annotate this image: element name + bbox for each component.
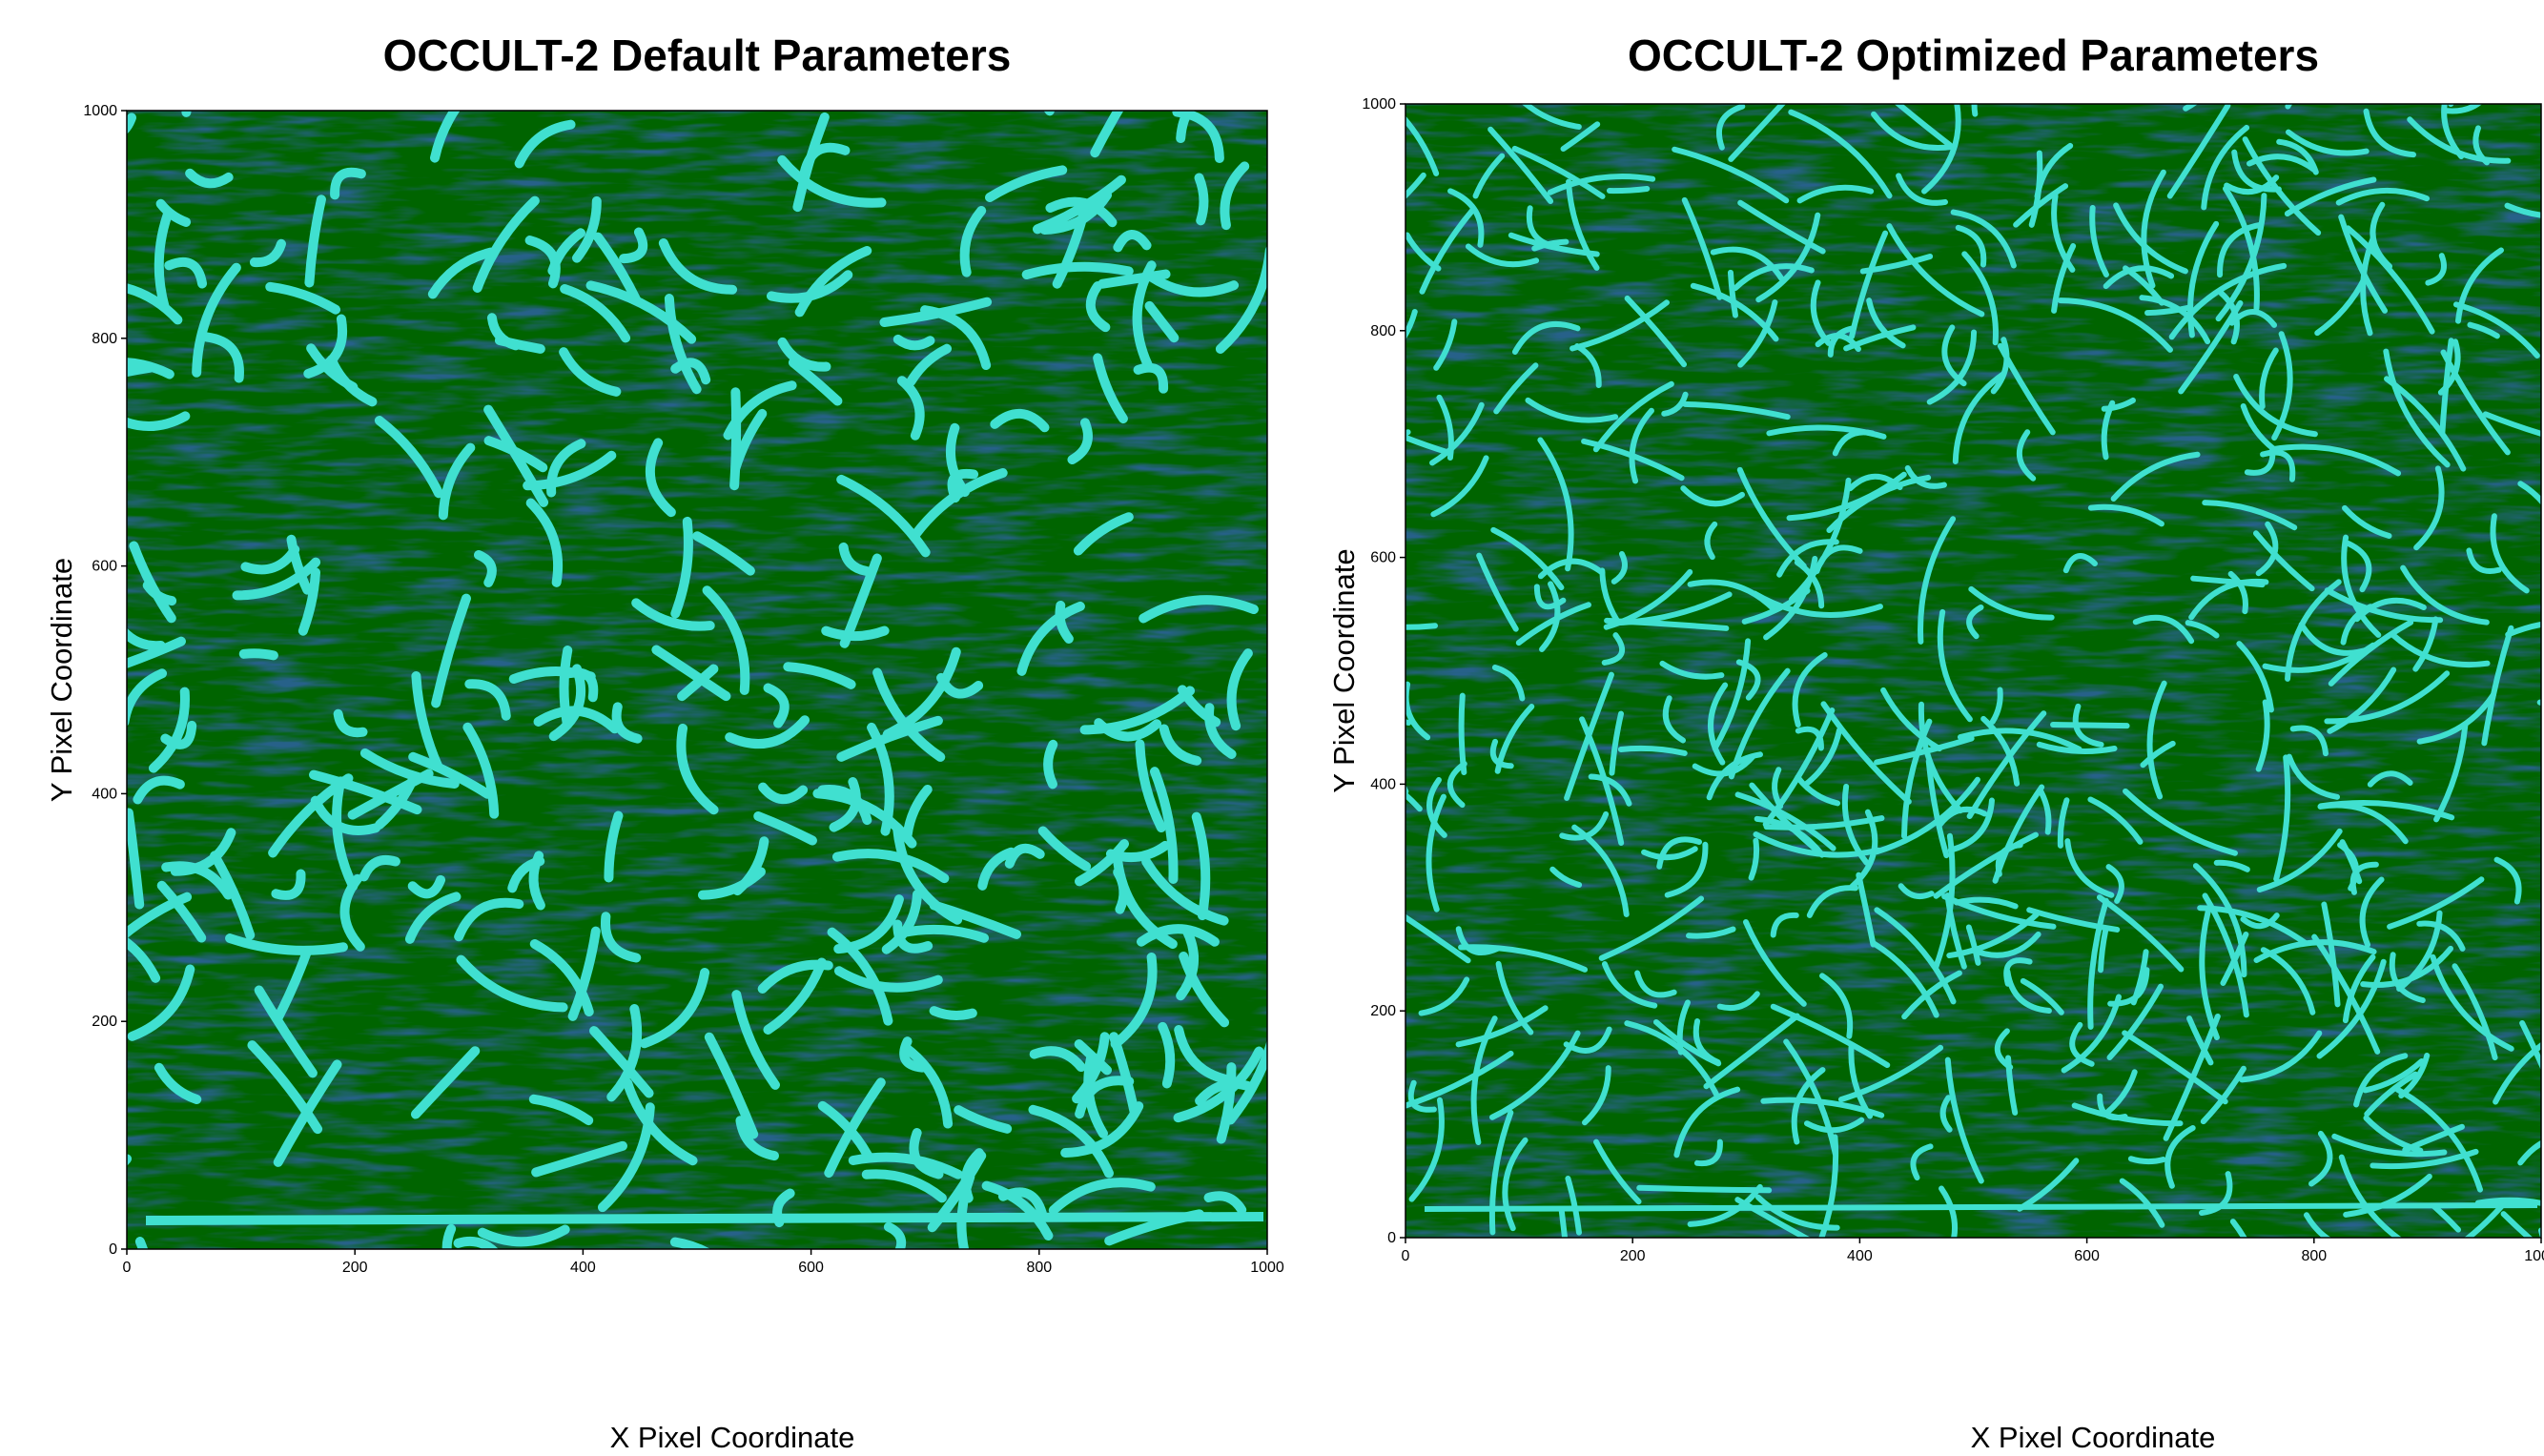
y-axis-label: Y Pixel Coordinate	[45, 558, 78, 802]
traced-fibril	[2131, 1159, 2164, 1161]
figure: 0 200 400 600 800 1000 0 200 400 600 800 1000 OCCULT…	[0, 0, 2544, 1456]
traced-fibril	[140, 1241, 163, 1322]
traced-fibril	[244, 653, 274, 655]
traced-fibril	[934, 1011, 973, 1015]
chart-title: OCCULT-2 Default Parameters	[383, 31, 1012, 80]
traced-fibril	[1368, 721, 1408, 723]
y-tick-label: 1000	[83, 103, 117, 119]
y-tick-label: 600	[92, 559, 117, 575]
x-tick-label: 400	[1847, 1248, 1873, 1264]
traced-fibril	[2442, 0, 2460, 104]
traced-fibril	[1200, 177, 1204, 220]
image-area	[1326, 0, 2544, 1301]
chart-title: OCCULT-2 Optimized Parameters	[1628, 31, 2319, 80]
x-tick-label: 1000	[2524, 1248, 2544, 1264]
traced-fibril	[1425, 1205, 2537, 1209]
y-tick-label: 600	[1370, 550, 1396, 566]
traced-fibril	[459, 1241, 495, 1252]
x-axis-label: X Pixel Coordinate	[1971, 1421, 2216, 1454]
y-tick-label: 800	[1370, 323, 1396, 339]
x-tick-label: 400	[570, 1260, 596, 1276]
y-tick-label: 0	[109, 1241, 117, 1258]
y-tick-label: 200	[92, 1014, 117, 1030]
traced-fibril	[826, 630, 884, 636]
traced-fibril	[186, 24, 239, 113]
y-tick-label: 800	[92, 331, 117, 347]
y-tick-label: 1000	[1362, 96, 1396, 113]
x-tick-label: 800	[1026, 1260, 1052, 1276]
image-area	[40, 24, 1276, 1323]
image-texture	[1405, 104, 2541, 1238]
x-tick-label: 200	[1620, 1248, 1646, 1264]
x-axis-label: X Pixel Coordinate	[610, 1421, 855, 1454]
x-tick-label: 200	[342, 1260, 368, 1276]
traced-fibril	[1610, 189, 1647, 191]
traced-fibril	[77, 362, 170, 375]
traced-fibril	[2053, 725, 2127, 726]
y-tick-label: 200	[1370, 1003, 1396, 1019]
y-tick-label: 0	[1387, 1230, 1396, 1246]
traced-fibril	[1462, 696, 1465, 772]
y-tick-label: 400	[1370, 776, 1396, 792]
x-tick-label: 0	[1402, 1248, 1410, 1264]
traced-fibril	[1368, 432, 1408, 447]
x-tick-label: 800	[2301, 1248, 2327, 1264]
traced-fibril	[1639, 1188, 1769, 1191]
page: 0 200 400 600 800 1000 0 200 400 600 800 1000 OCCULT…	[0, 0, 2544, 1456]
x-tick-label: 0	[123, 1260, 132, 1276]
x-tick-label: 1000	[1250, 1260, 1284, 1276]
traced-fibril	[1036, 49, 1049, 112]
traced-fibril	[113, 1159, 127, 1203]
y-axis-label: Y Pixel Coordinate	[1327, 548, 1361, 792]
traced-fibril	[1048, 745, 1053, 785]
panel: 0 200 400 600 800 1000 0 200 400 600 800 1000 OCCULT…	[1326, 0, 2544, 1454]
panel: 0 200 400 600 800 1000 0 200 400 600 800 1000 OCCULT…	[40, 24, 1283, 1454]
x-tick-label: 600	[798, 1260, 824, 1276]
y-tick-label: 400	[92, 786, 117, 802]
x-tick-label: 600	[2074, 1248, 2100, 1264]
traced-fibril	[146, 1217, 1263, 1220]
